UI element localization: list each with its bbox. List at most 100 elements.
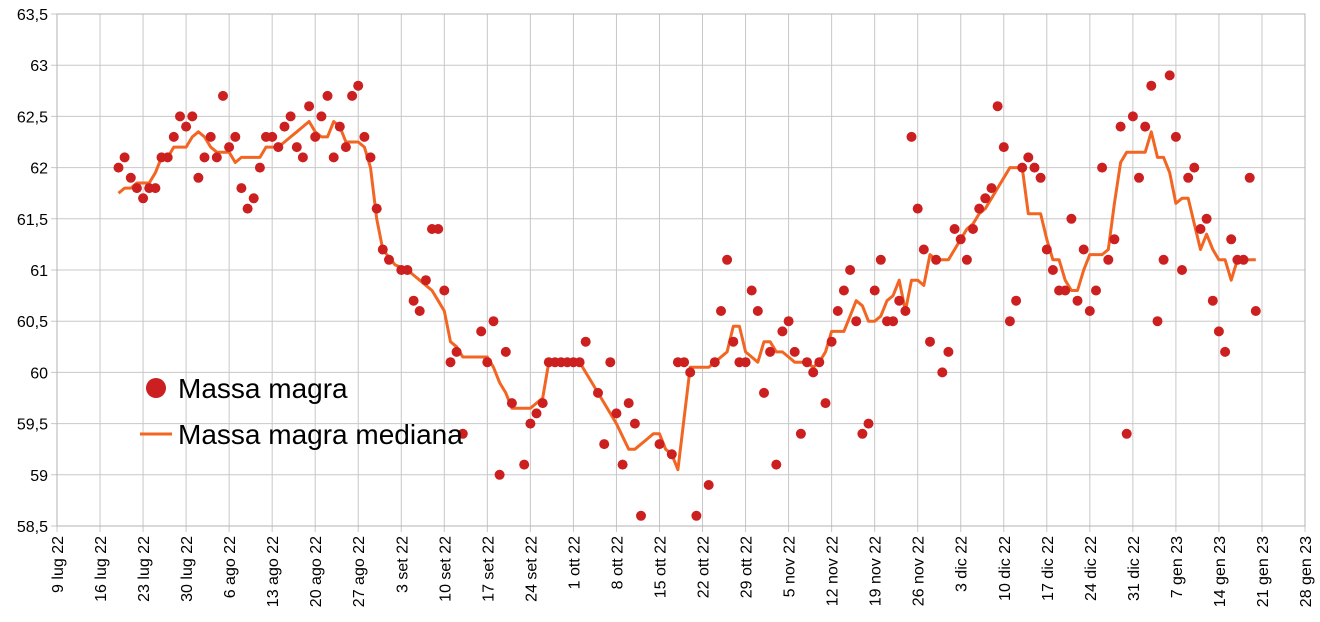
y-tick-label: 61,5 <box>17 212 48 229</box>
scatter-point <box>1220 346 1231 357</box>
x-tick-label: 16 lug 22 <box>93 536 110 602</box>
scatter-point <box>998 142 1009 153</box>
scatter-point <box>304 101 315 112</box>
scatter-point <box>851 316 862 327</box>
scatter-point <box>205 131 216 142</box>
scatter-point <box>838 285 849 296</box>
scatter-point <box>605 357 616 368</box>
scatter-point <box>709 357 720 368</box>
scatter-point <box>968 224 978 234</box>
legend-label-line: Massa magra mediana <box>178 419 463 450</box>
scatter-point <box>1066 213 1077 224</box>
scatter-point <box>131 183 142 194</box>
x-tick-label: 28 gen 23 <box>1298 536 1315 607</box>
legend-marker-scatter <box>146 378 166 398</box>
x-tick-label: 22 ott 22 <box>696 536 713 598</box>
scatter-point <box>722 254 733 265</box>
scatter-point <box>937 367 948 378</box>
scatter-point <box>162 152 173 163</box>
scatter-point <box>494 469 505 480</box>
grid <box>51 13 1306 532</box>
median-line <box>117 120 1256 472</box>
scatter-point <box>1047 265 1058 275</box>
x-tick-label: 12 nov 22 <box>825 536 842 606</box>
scatter-point <box>783 316 794 327</box>
scatter-point <box>371 203 382 214</box>
scatter-point <box>1201 213 1212 224</box>
scatter-point <box>1195 224 1206 234</box>
scatter-point <box>328 152 339 163</box>
scatter-point <box>802 357 812 368</box>
series-layer <box>113 70 1261 521</box>
scatter-point <box>654 439 665 450</box>
scatter-point <box>125 172 136 183</box>
scatter-point <box>402 265 413 275</box>
scatter-point <box>1177 265 1187 275</box>
scatter-point <box>175 111 185 122</box>
scatter-point <box>1250 306 1261 316</box>
scatter-point <box>740 357 751 368</box>
scatter-point <box>531 408 542 419</box>
scatter-point <box>1127 111 1138 122</box>
scatter-point <box>574 357 585 368</box>
scatter-point <box>1213 326 1224 337</box>
scatter-point <box>943 346 954 357</box>
scatter-point <box>955 234 966 245</box>
x-tick-label: 23 lug 22 <box>136 536 153 602</box>
scatter-point <box>168 131 179 142</box>
scatter-point <box>537 398 548 409</box>
scatter-point <box>519 459 530 470</box>
scatter-point <box>119 152 130 163</box>
scatter-point <box>1060 285 1071 296</box>
scatter-point <box>230 131 241 142</box>
scatter-point <box>1011 295 1022 306</box>
scatter-point <box>1041 244 1052 255</box>
x-tick-label: 5 nov 22 <box>782 536 799 597</box>
scatter-point <box>857 428 868 439</box>
scatter-point <box>1152 316 1163 327</box>
scatter-point <box>236 183 247 194</box>
plot-frame <box>56 13 1306 527</box>
scatter-point <box>506 398 517 409</box>
scatter-point <box>1017 162 1028 173</box>
scatter-point <box>1158 254 1169 265</box>
x-tick-label: 30 lug 22 <box>179 536 196 602</box>
scatter-point <box>340 142 351 153</box>
scatter-point <box>931 254 942 265</box>
scatter-point <box>1189 162 1200 173</box>
y-tick-label: 62,5 <box>17 109 48 126</box>
scatter-point <box>685 367 696 378</box>
scatter-point <box>420 275 431 286</box>
y-tick-label: 59,5 <box>17 417 48 434</box>
scatter-point <box>728 336 739 347</box>
legend: Massa magra Massa magra mediana <box>140 373 463 450</box>
x-tick-label: 29 ott 22 <box>739 536 756 598</box>
scatter-point <box>820 398 831 409</box>
x-tick-label: 7 gen 23 <box>1169 536 1186 598</box>
x-tick-label: 17 dic 22 <box>1040 536 1057 601</box>
y-tick-label: 58,5 <box>17 519 48 536</box>
scatter-point <box>980 193 991 204</box>
scatter-point <box>414 306 425 316</box>
scatter-point <box>1091 285 1101 296</box>
scatter-point <box>525 418 536 429</box>
scatter-point <box>863 418 874 429</box>
scatter-point <box>961 254 972 265</box>
scatter-point <box>894 295 905 306</box>
scatter-point <box>113 162 124 173</box>
scatter-point <box>752 306 763 316</box>
scatter-point <box>679 357 690 368</box>
scatter-point <box>1029 162 1040 173</box>
scatter-point <box>476 326 487 337</box>
scatter-point <box>310 131 321 142</box>
x-tick-label: 3 set 22 <box>394 536 411 593</box>
scatter-point <box>199 152 210 163</box>
scatter-point <box>377 244 388 255</box>
scatter-point <box>218 90 228 101</box>
scatter-point <box>1134 172 1144 183</box>
scatter-point <box>691 510 702 521</box>
scatter-point <box>211 152 222 163</box>
scatter-point <box>384 254 394 265</box>
y-axis-ticks: 58,5 59 59,5 60 60,5 61 61,5 62 62,5 63 63,5 <box>17 7 48 536</box>
